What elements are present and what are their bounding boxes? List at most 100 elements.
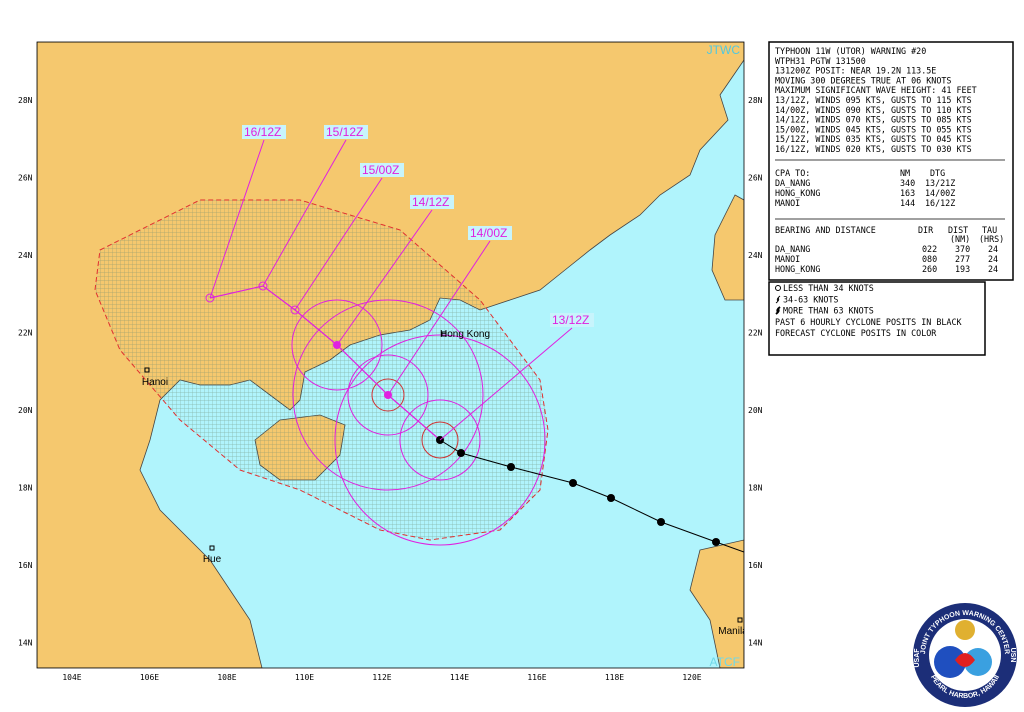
forecast-label-bg [410,195,454,209]
attribution: JTWC [707,43,741,57]
lat-label: 24N [748,251,763,260]
cpa-header: NM [900,168,910,178]
map-text: JTWC ATCF Hong Kong Hanoi Hue Manila 16/12Z 15/… [142,43,748,669]
cpa-header: DTG [930,168,945,178]
lat-label: 22N [18,329,33,338]
cpa-cell: 14/00Z [925,188,955,198]
map-frame [36,41,745,669]
warning-line: 131200Z POSIT: NEAR 19.2N 113.5E [775,66,936,76]
legend-box [768,281,986,356]
cpa-cell: 144 [900,198,915,208]
forecast-label-bg [468,226,512,240]
lon-label: 116E [527,673,546,682]
forecast-label-bg [324,125,368,139]
legend-symbol [775,306,781,315]
bearing-header: DIR [918,225,934,235]
lat-label: 16N [748,561,763,570]
cpa-cell: 163 [900,188,915,198]
forecast-label-bg [360,163,404,177]
legend-line: FORECAST CYCLONE POSITS IN COLOR [775,328,937,338]
cpa-cell: DA_NANG [775,178,810,188]
leader [262,139,347,287]
watermark: ATCF [710,655,740,669]
cpa-cell: MANOI [775,198,800,208]
lon-label: 118E [605,673,624,682]
bearing-cell: 24 [988,244,998,254]
past-track [439,439,744,553]
bearing-cell: 080 [922,254,937,264]
forecast-track [209,285,441,441]
bearing-cell: 370 [955,244,970,254]
cpa-cell: 13/21Z [925,178,955,188]
wind-radii [291,299,546,546]
lat-label: 16N [18,561,33,570]
lat-label: 26N [748,174,763,183]
axis-labels: 28N 28N 26N 26N 24N 24N 22N 22N 20N 20N 18N 18N 16N 1… [18,96,763,682]
warning-line: 16/12Z, WINDS 020 KTS, GUSTS TO 030 KTS [775,144,972,154]
warning-line: 15/12Z, WINDS 035 KTS, GUSTS TO 045 KTS [775,134,972,144]
cpa-cell: HONG_KONG [775,188,820,198]
label-leaders [209,139,573,441]
lat-label: 28N [18,96,33,105]
place-marker [441,331,447,337]
lat-label: 20N [748,406,763,415]
place-label: Manila [718,626,748,637]
lat-label: 18N [748,484,763,493]
warning-line: 13/12Z, WINDS 095 KTS, GUSTS TO 115 KTS [775,95,972,105]
forecast-label: 16/12Z [244,125,281,139]
bearing-unit: (NM) [950,234,970,244]
bearing-title: BEARING AND DISTANCE [775,225,876,235]
leader [336,209,433,346]
cpa-cell: 16/12Z [925,198,955,208]
warning-line: MAXIMUM SIGNIFICANT WAVE HEIGHT: 41 FEET [775,85,977,95]
lat-label: 24N [18,251,33,260]
place-marker [144,367,150,373]
forecast-label: 15/00Z [362,163,399,177]
bearing-cell: 260 [922,264,937,274]
map: JTWC ATCF Hong Kong Hanoi Hue Manila 16/12Z 15/… [37,42,748,669]
place-label: Hue [203,554,222,565]
bearing-header: DIST [948,225,968,235]
bearing-header: TAU [982,225,997,235]
leader [294,177,383,311]
taiwan [711,194,744,301]
bearing-cell: HONG_KONG [775,264,820,274]
lon-label: 120E [682,673,701,682]
lon-label: 112E [372,673,391,682]
lon-label: 108E [217,673,236,682]
seal: JOINT TYPHOON WARNING CENTER PEARL HARBO… [913,603,1017,707]
cpa-title: CPA TO: [775,168,810,178]
warning-line: WTPH31 PGTW 131500 [775,56,866,66]
lat-label: 14N [748,639,763,648]
bearing-cell: DA_NANG [775,244,810,254]
luzon [689,539,744,668]
bearing-cell: 24 [988,264,998,274]
lon-label: 114E [450,673,469,682]
seal-right: USN [1009,648,1016,663]
place-label: Hanoi [142,377,168,388]
legend-line: LESS THAN 34 KNOTS [783,283,874,293]
bearing-cell: 193 [955,264,970,274]
warning-box [768,41,1014,281]
forecast-label: 15/12Z [326,125,363,139]
place-label: Hong Kong [440,329,490,340]
legend-line: 34-63 KNOTS [783,294,838,304]
bearing-cell: 277 [955,254,970,264]
leader [209,139,265,299]
leader [439,327,573,441]
lat-label: 26N [18,174,33,183]
lon-label: 110E [295,673,314,682]
lat-label: 28N [748,96,763,105]
bearing-cell: 022 [922,244,937,254]
legend-symbol [775,295,781,304]
bearing-cell: MANOI [775,254,800,264]
lon-label: 106E [140,673,159,682]
lat-label: 22N [748,329,763,338]
forecast-label: 13/12Z [552,313,589,327]
storm-radii [371,378,459,459]
forecast-label-bg [242,125,286,139]
legend-line: PAST 6 HOURLY CYCLONE POSITS IN BLACK [775,317,963,327]
bearing-cell: 24 [988,254,998,264]
bearing-unit: (HRS) [979,234,1004,244]
